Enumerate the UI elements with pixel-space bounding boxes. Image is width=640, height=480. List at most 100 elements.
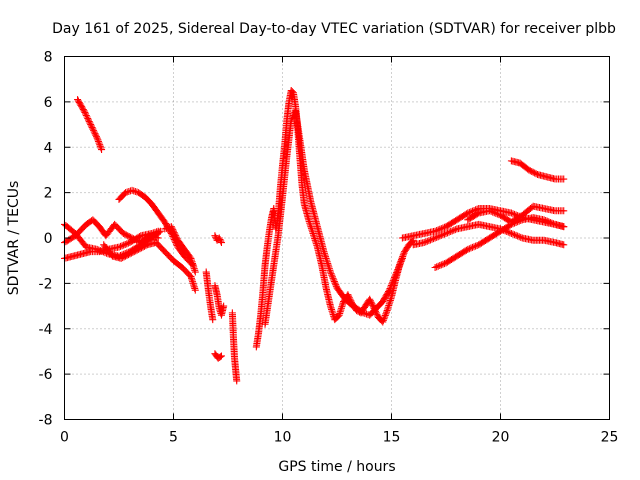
data-point — [119, 229, 127, 237]
data-point — [398, 254, 406, 262]
data-point — [217, 239, 225, 247]
data-point — [426, 236, 434, 244]
data-point — [96, 141, 104, 149]
data-point — [422, 238, 430, 246]
data-point — [92, 131, 100, 139]
data-point — [85, 118, 93, 126]
data-point — [327, 270, 335, 278]
data-point — [139, 243, 147, 251]
data-point — [132, 236, 140, 244]
data-point — [215, 234, 223, 242]
data-point — [511, 231, 519, 239]
data-point — [138, 244, 146, 252]
data-point — [394, 264, 402, 272]
data-point — [220, 302, 228, 310]
data-point — [129, 248, 137, 256]
data-point — [439, 260, 447, 268]
data-point — [94, 137, 102, 145]
data-point — [437, 261, 445, 269]
data-point — [467, 208, 475, 216]
data-point — [430, 235, 438, 243]
data-point — [467, 244, 475, 252]
data-point — [391, 273, 399, 281]
axis-ticks: 0 5 10 15 20 25 -8 -6 -4 -2 0 2 4 6 8 — [39, 50, 619, 446]
data-point — [542, 216, 550, 224]
data-point — [135, 245, 143, 253]
data-point — [529, 168, 537, 176]
data-point — [117, 242, 125, 250]
data-point — [132, 247, 140, 255]
data-point — [504, 228, 512, 236]
data-point — [393, 267, 401, 275]
data-point — [507, 209, 515, 217]
data-point — [330, 278, 338, 286]
data-point — [79, 106, 87, 114]
data-point — [436, 262, 444, 270]
data-point — [233, 377, 241, 385]
data-point — [493, 210, 501, 218]
data-point — [172, 232, 180, 240]
data-point — [140, 242, 148, 250]
x-tick-label: 5 — [169, 430, 178, 446]
data-point — [394, 266, 402, 274]
data-point — [495, 211, 503, 219]
data-point — [397, 258, 405, 266]
data-point — [154, 234, 162, 242]
data-point — [387, 283, 395, 291]
data-point — [507, 229, 515, 237]
data-point — [379, 316, 387, 324]
data-point — [94, 136, 102, 144]
data-point — [543, 217, 551, 225]
data-point — [117, 254, 125, 262]
data-point — [120, 241, 128, 249]
data-point — [385, 286, 393, 294]
data-point — [90, 128, 98, 136]
data-point — [170, 227, 177, 235]
data-point — [525, 166, 533, 174]
data-point — [358, 308, 366, 316]
data-point — [123, 251, 131, 259]
data-point — [366, 295, 374, 303]
data-point — [128, 186, 136, 194]
data-point — [380, 315, 388, 323]
data-point — [288, 115, 296, 123]
data-point — [489, 208, 497, 216]
data-point — [387, 281, 395, 289]
data-point — [95, 139, 103, 147]
data-point — [393, 269, 401, 277]
data-point — [462, 210, 470, 218]
data-point — [130, 187, 138, 195]
data-point — [90, 127, 98, 135]
data-point — [423, 237, 431, 245]
data-point — [332, 281, 340, 289]
x-tick-label: 15 — [383, 430, 401, 446]
data-point — [96, 142, 104, 150]
data-point — [450, 226, 458, 234]
data-point — [515, 233, 523, 241]
data-point — [368, 300, 376, 308]
data-point — [381, 313, 389, 321]
y-tick-label: -2 — [39, 276, 53, 292]
data-point — [120, 253, 128, 261]
data-point — [433, 233, 441, 241]
data-point — [216, 353, 224, 361]
data-point — [462, 246, 470, 254]
data-point — [80, 107, 88, 115]
y-tick-label: -6 — [39, 367, 53, 383]
data-point — [436, 225, 444, 233]
data-point — [382, 310, 390, 318]
data-point — [442, 229, 450, 237]
data-point — [390, 275, 398, 283]
data-point — [153, 228, 161, 236]
data-point — [127, 233, 135, 241]
data-point — [84, 115, 92, 123]
data-point — [437, 225, 445, 233]
data-point — [528, 167, 536, 175]
data-point — [119, 254, 127, 262]
data-point — [121, 240, 129, 248]
data-point — [448, 227, 456, 235]
data-point — [329, 274, 337, 282]
data-point — [490, 209, 498, 217]
data-point — [465, 208, 473, 216]
